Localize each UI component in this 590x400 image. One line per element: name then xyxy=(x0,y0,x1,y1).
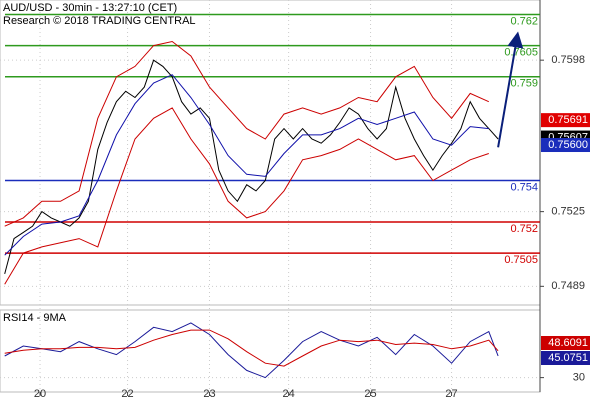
series-line xyxy=(4,74,489,256)
price-label: 0.75691 xyxy=(548,114,588,126)
series-line xyxy=(4,322,499,379)
x-tick-label: 22 xyxy=(121,388,133,400)
last-value-box xyxy=(541,351,590,365)
level-label: 0.759 xyxy=(510,78,538,90)
level-label: 0.7505 xyxy=(504,254,538,266)
last-value-label: 45.0751 xyxy=(548,352,588,364)
panel-title: RSI14 - 9MA xyxy=(3,312,67,324)
last-value-box xyxy=(541,336,590,350)
x-tick-label: 27 xyxy=(445,388,457,400)
x-tick-label: 23 xyxy=(203,388,215,400)
panel-title: AUD/USD - 30min - 13:27:10 (CET) xyxy=(3,2,177,14)
series-line xyxy=(4,107,489,285)
x-tick-label: 20 xyxy=(34,388,46,400)
price-label-box xyxy=(541,113,590,128)
y-tick-label: 0.7525 xyxy=(551,206,585,218)
y-tick-label: 30 xyxy=(573,372,585,384)
x-tick-label: 24 xyxy=(282,388,294,400)
level-label: 0.754 xyxy=(510,181,538,193)
y-tick-label: 0.7598 xyxy=(551,54,585,66)
price-label-box xyxy=(541,138,590,153)
projection-arrow xyxy=(497,31,524,148)
price-label: 0.75600 xyxy=(548,139,588,151)
level-label: 0.762 xyxy=(510,15,538,27)
series-line xyxy=(4,40,490,227)
rsi-panel xyxy=(0,309,541,393)
y-tick-label: 0.7489 xyxy=(551,280,585,292)
level-label: 0.7605 xyxy=(504,47,538,59)
series-line xyxy=(4,59,499,275)
x-tick-label: 25 xyxy=(364,388,376,400)
series-line xyxy=(4,329,499,367)
level-label: 0.752 xyxy=(510,223,538,235)
panel-subtitle: Research © 2018 TRADING CENTRAL xyxy=(3,15,196,27)
last-value-label: 48.6091 xyxy=(548,337,588,349)
